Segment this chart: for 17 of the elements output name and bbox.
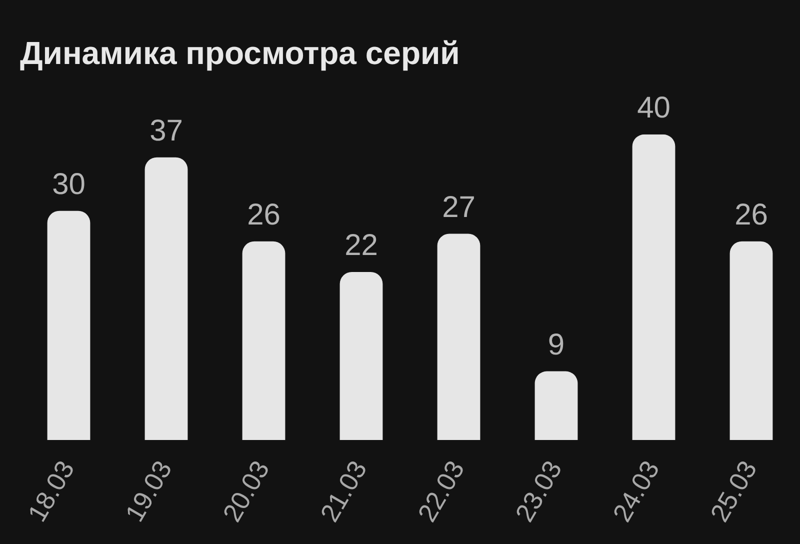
- bar: [534, 371, 578, 440]
- bar: [730, 241, 773, 440]
- data-label: 22: [344, 229, 378, 262]
- bar: [144, 157, 188, 440]
- data-label: 26: [247, 198, 280, 232]
- data-label: 26: [734, 198, 768, 232]
- bar: [437, 234, 480, 440]
- data-label: 27: [442, 191, 476, 224]
- chart-title: Динамика просмотра серий: [20, 35, 460, 72]
- bar: [242, 241, 286, 440]
- bar: [47, 210, 90, 440]
- bar: [340, 272, 383, 440]
- data-label: 40: [637, 92, 670, 125]
- bar: [632, 134, 676, 440]
- data-label: 30: [52, 168, 86, 202]
- data-label: 37: [150, 114, 183, 148]
- data-label: 9: [548, 328, 565, 362]
